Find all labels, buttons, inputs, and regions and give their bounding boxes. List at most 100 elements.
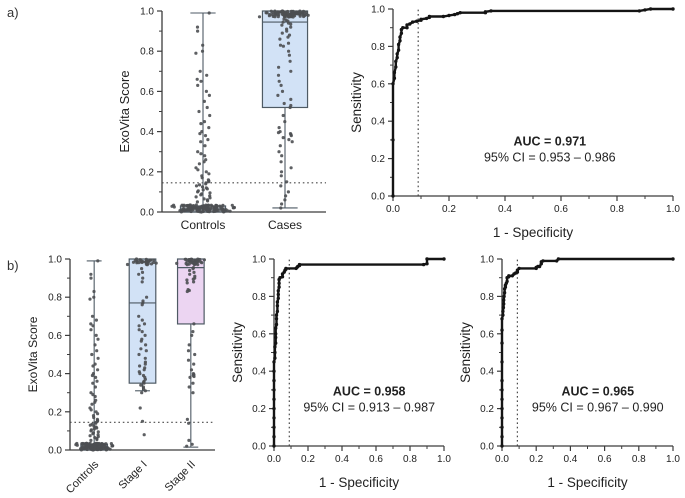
roc-marker bbox=[671, 7, 675, 11]
data-point bbox=[93, 385, 97, 389]
data-point bbox=[90, 402, 94, 406]
roc-marker bbox=[500, 444, 504, 448]
data-point bbox=[204, 182, 208, 186]
y-tick-label: 0.4 bbox=[140, 127, 154, 138]
data-point bbox=[89, 322, 93, 326]
data-point bbox=[91, 324, 95, 328]
roc-marker bbox=[500, 360, 504, 364]
data-point bbox=[91, 432, 95, 436]
y-tick-label: 0.2 bbox=[371, 154, 385, 165]
y-tick-label: 0.4 bbox=[48, 369, 62, 380]
data-point bbox=[277, 126, 281, 130]
data-point bbox=[214, 205, 218, 209]
roc-marker bbox=[394, 65, 398, 69]
data-point bbox=[139, 258, 143, 262]
data-point bbox=[197, 183, 202, 187]
y-tick-label: 0.4 bbox=[480, 367, 494, 378]
y-axis-label: Sensitivity bbox=[458, 322, 473, 383]
x-tick-label: 0.4 bbox=[563, 454, 577, 465]
y-tick-label: 0.2 bbox=[48, 407, 62, 418]
y-tick-label: 0.2 bbox=[252, 404, 266, 415]
data-point bbox=[279, 83, 283, 87]
roc-marker bbox=[447, 13, 451, 18]
data-point bbox=[281, 136, 285, 140]
data-point bbox=[94, 375, 98, 379]
roc-marker bbox=[277, 285, 281, 289]
data-point bbox=[277, 65, 281, 69]
data-point bbox=[144, 257, 148, 261]
data-point bbox=[188, 272, 192, 276]
y-tick-label: 0.2 bbox=[480, 404, 494, 415]
data-point bbox=[280, 202, 284, 206]
roc-marker bbox=[442, 257, 446, 261]
data-point bbox=[137, 261, 141, 265]
data-point bbox=[195, 200, 199, 204]
roc-marker bbox=[421, 262, 426, 267]
data-point bbox=[201, 188, 205, 192]
data-point bbox=[205, 187, 209, 191]
data-point bbox=[188, 375, 192, 379]
data-point bbox=[194, 166, 198, 170]
roc-marker bbox=[272, 444, 276, 448]
x-tick-label: 0.6 bbox=[554, 204, 568, 215]
data-point bbox=[208, 113, 212, 118]
data-point bbox=[232, 206, 236, 210]
data-point bbox=[137, 352, 141, 357]
data-point bbox=[279, 206, 283, 210]
data-point bbox=[187, 208, 191, 212]
roc-marker bbox=[502, 302, 506, 306]
data-point bbox=[125, 262, 130, 267]
roc-marker bbox=[272, 378, 276, 383]
data-point bbox=[283, 10, 287, 15]
data-point bbox=[289, 97, 293, 101]
roc-marker bbox=[272, 416, 276, 420]
data-point bbox=[194, 261, 198, 266]
data-point bbox=[197, 205, 201, 209]
y-tick-label: 0.0 bbox=[252, 442, 266, 453]
data-point bbox=[291, 13, 296, 17]
data-point bbox=[139, 347, 143, 351]
roc-marker bbox=[502, 298, 506, 302]
roc-marker bbox=[537, 264, 542, 269]
x-tick-label: 0.6 bbox=[598, 454, 612, 465]
data-point bbox=[180, 203, 184, 207]
data-point bbox=[198, 69, 202, 73]
roc-marker bbox=[500, 341, 504, 345]
data-point bbox=[137, 324, 141, 328]
y-tick-label: 1.0 bbox=[252, 255, 266, 266]
data-point bbox=[133, 259, 137, 263]
roc-marker bbox=[273, 350, 277, 355]
data-point bbox=[191, 381, 195, 385]
data-point bbox=[88, 423, 92, 427]
y-tick-label: 0.6 bbox=[48, 331, 62, 342]
roc-marker bbox=[507, 274, 511, 278]
data-point bbox=[283, 198, 287, 202]
y-tick-label: 0.2 bbox=[140, 167, 154, 178]
data-point bbox=[289, 134, 293, 138]
roc-marker bbox=[284, 266, 288, 271]
data-point bbox=[91, 393, 95, 397]
data-point bbox=[289, 69, 293, 73]
data-point bbox=[281, 44, 285, 48]
roc-marker bbox=[276, 296, 280, 300]
data-point bbox=[195, 25, 200, 29]
y-axis-label: Sensitivity bbox=[349, 72, 364, 133]
data-point bbox=[92, 295, 96, 299]
data-point bbox=[143, 333, 147, 337]
y-tick-label: 0.0 bbox=[480, 442, 494, 453]
data-point bbox=[96, 368, 100, 372]
data-point bbox=[185, 289, 189, 294]
roc-curve bbox=[500, 257, 673, 446]
data-point bbox=[191, 267, 195, 271]
x-tick-label: 0.6 bbox=[369, 454, 383, 465]
roc-marker bbox=[392, 76, 397, 80]
data-point bbox=[202, 120, 207, 124]
x-axis-label: 1 - Specificity bbox=[547, 475, 628, 490]
data-point bbox=[90, 444, 94, 448]
data-point bbox=[190, 333, 194, 337]
data-point bbox=[291, 10, 295, 14]
category-label: Stage II bbox=[163, 459, 198, 494]
data-point bbox=[88, 434, 92, 438]
data-point bbox=[221, 209, 225, 213]
